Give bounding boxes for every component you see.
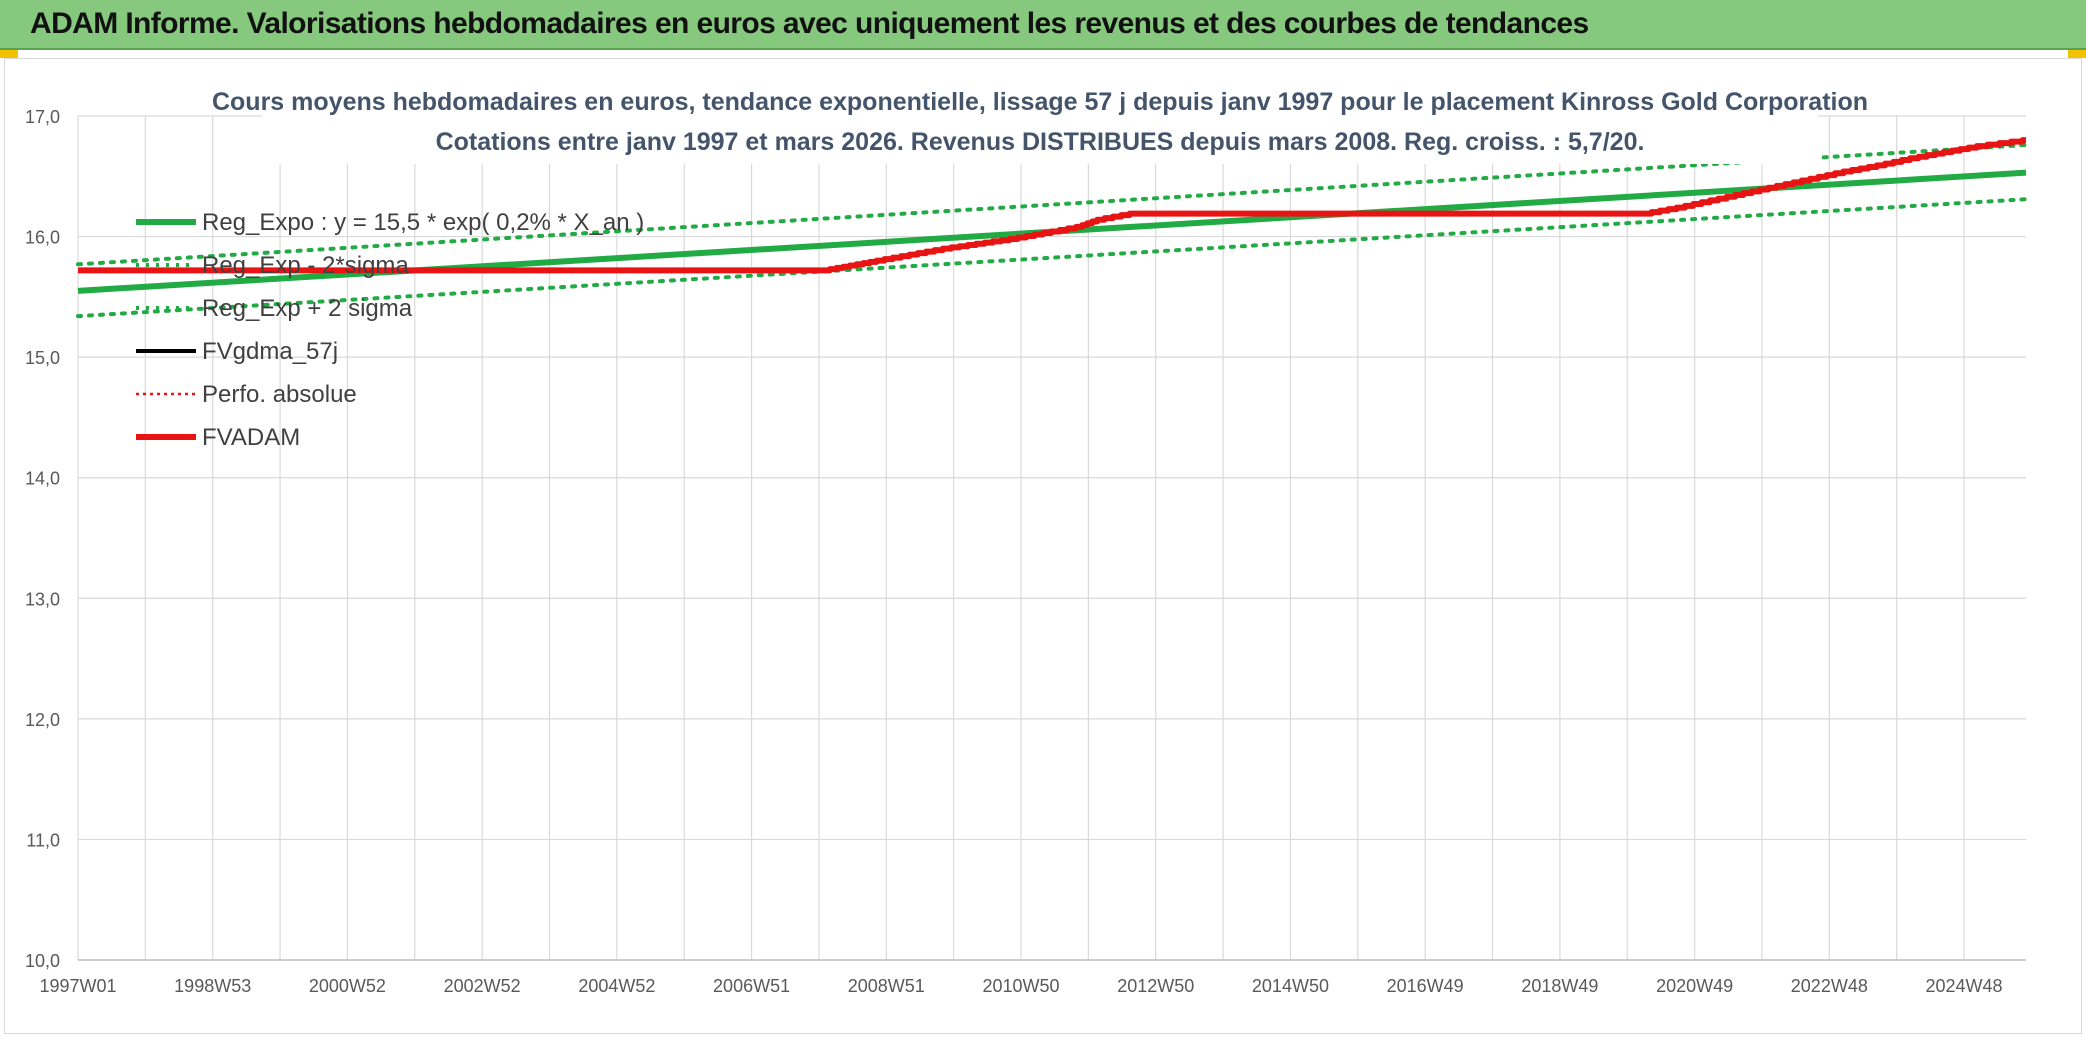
- corner-mark-right: [2068, 50, 2086, 58]
- y-tick-label: 13,0: [25, 589, 60, 609]
- series-fvadam: [78, 137, 2026, 274]
- x-tick-label: 2002W52: [444, 976, 521, 996]
- x-tick-label: 2022W48: [1791, 976, 1868, 996]
- chart-panel: [4, 58, 2082, 1034]
- corner-mark-left: [0, 50, 18, 58]
- x-tick-label: 1998W53: [174, 976, 251, 996]
- y-tick-label: 10,0: [25, 951, 60, 971]
- series-reg-plus-2sigma: [76, 142, 2028, 267]
- x-tick-label: 2020W49: [1656, 976, 1733, 996]
- page-title: ADAM Informe. Valorisations hebdomadaire…: [30, 7, 1589, 40]
- y-tick-label: 15,0: [25, 348, 60, 368]
- header-banner: ADAM Informe. Valorisations hebdomadaire…: [0, 0, 2086, 50]
- x-tick-label: 2000W52: [309, 976, 386, 996]
- legend: Reg_Expo : y = 15,5 * exp( 0,2% * X_an )…: [136, 209, 644, 451]
- chart-title-block: Cours moyens hebdomadaires en euros, ten…: [212, 78, 1868, 164]
- grid-layer: [77, 115, 2026, 961]
- legend-label: Reg_Exp - 2*sigma: [202, 252, 409, 279]
- x-tick-label: 2024W48: [1925, 976, 2002, 996]
- y-tick-label: 11,0: [26, 830, 60, 850]
- y-tick-label: 14,0: [25, 469, 60, 489]
- legend-label: Perfo. absolue: [202, 381, 357, 408]
- legend-label: FVADAM: [202, 424, 300, 451]
- legend-label: FVgdma_57j: [202, 338, 338, 365]
- x-tick-label: 2004W52: [578, 976, 655, 996]
- x-tick-label: 1997W01: [39, 976, 116, 996]
- legend-label: Reg_Expo : y = 15,5 * exp( 0,2% * X_an ): [202, 209, 644, 236]
- legend-label: Reg_Exp + 2 sigma: [202, 295, 413, 322]
- x-tick-label: 2010W50: [982, 976, 1059, 996]
- series-reg-minus-2sigma: [76, 197, 2028, 319]
- title-background: [262, 78, 1818, 164]
- x-tick-label: 2016W49: [1387, 976, 1464, 996]
- x-tick-label: 2014W50: [1252, 976, 1329, 996]
- chart-subtitle: Cotations entre janv 1997 et mars 2026. …: [436, 128, 1645, 156]
- axis-ticks: 10,0 11,0 12,0 13,0 14,0 15,0 16,0 17,0 1997W01 1…: [25, 107, 2003, 996]
- y-tick-label: 16,0: [25, 228, 60, 248]
- x-tick-label: 2012W50: [1117, 976, 1194, 996]
- x-tick-label: 2006W51: [713, 976, 790, 996]
- series-layer: [76, 137, 2028, 319]
- y-tick-label: 12,0: [25, 710, 60, 730]
- y-tick-label: 17,0: [25, 107, 60, 127]
- chart-title: Cours moyens hebdomadaires en euros, ten…: [212, 88, 1868, 116]
- x-tick-label: 2018W49: [1521, 976, 1598, 996]
- x-tick-label: 2008W51: [848, 976, 925, 996]
